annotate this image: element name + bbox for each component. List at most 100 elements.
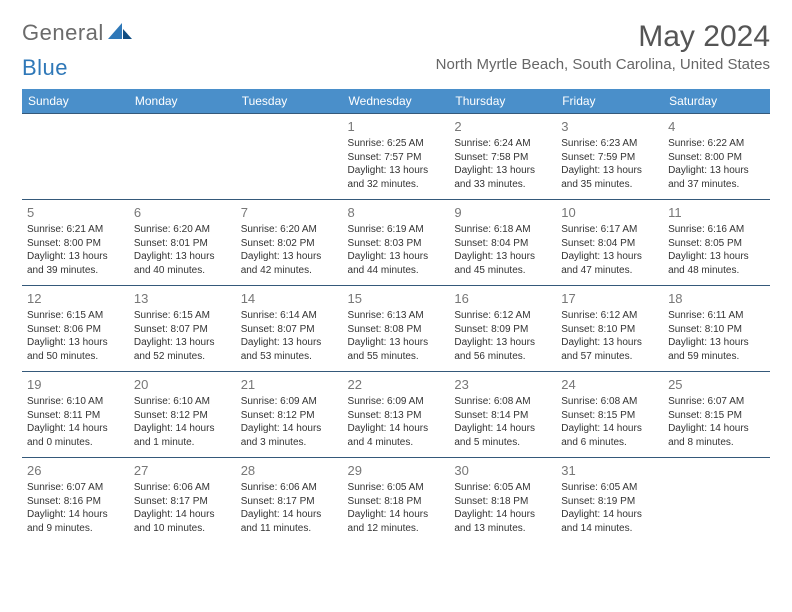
calendar-day-cell: 25Sunrise: 6:07 AMSunset: 8:15 PMDayligh… <box>663 372 770 458</box>
day-info-line: Sunrise: 6:21 AM <box>27 223 125 237</box>
day-info-line: Daylight: 13 hours <box>454 336 552 350</box>
day-info-line: and 14 minutes. <box>561 522 659 536</box>
logo-text-general: General <box>22 20 104 46</box>
day-info-line: Sunrise: 6:05 AM <box>454 481 552 495</box>
day-info-line: Sunrise: 6:15 AM <box>27 309 125 323</box>
day-info: Sunrise: 6:22 AMSunset: 8:00 PMDaylight:… <box>667 137 766 191</box>
day-number: 1 <box>347 118 446 137</box>
calendar-day-cell: 26Sunrise: 6:07 AMSunset: 8:16 PMDayligh… <box>22 458 129 544</box>
day-info: Sunrise: 6:13 AMSunset: 8:08 PMDaylight:… <box>347 309 446 363</box>
day-info-line: Daylight: 13 hours <box>668 336 766 350</box>
location: North Myrtle Beach, South Carolina, Unit… <box>436 56 770 73</box>
day-info-line: Sunset: 8:14 PM <box>454 409 552 423</box>
calendar-empty-cell <box>236 114 343 200</box>
calendar-day-cell: 19Sunrise: 6:10 AMSunset: 8:11 PMDayligh… <box>22 372 129 458</box>
day-info-line: and 8 minutes. <box>668 436 766 450</box>
day-number: 10 <box>560 204 659 223</box>
day-info-line: Sunrise: 6:20 AM <box>134 223 232 237</box>
calendar-body: 1Sunrise: 6:25 AMSunset: 7:57 PMDaylight… <box>22 114 770 544</box>
day-info: Sunrise: 6:08 AMSunset: 8:15 PMDaylight:… <box>560 395 659 449</box>
day-info: Sunrise: 6:16 AMSunset: 8:05 PMDaylight:… <box>667 223 766 277</box>
calendar-day-cell: 12Sunrise: 6:15 AMSunset: 8:06 PMDayligh… <box>22 286 129 372</box>
day-info: Sunrise: 6:21 AMSunset: 8:00 PMDaylight:… <box>26 223 125 277</box>
day-info: Sunrise: 6:08 AMSunset: 8:14 PMDaylight:… <box>453 395 552 449</box>
day-info: Sunrise: 6:12 AMSunset: 8:10 PMDaylight:… <box>560 309 659 363</box>
day-number: 12 <box>26 290 125 309</box>
day-number: 16 <box>453 290 552 309</box>
day-number: 17 <box>560 290 659 309</box>
day-number: 7 <box>240 204 339 223</box>
calendar-day-cell: 9Sunrise: 6:18 AMSunset: 8:04 PMDaylight… <box>449 200 556 286</box>
day-info-line: Sunset: 8:08 PM <box>348 323 446 337</box>
day-info-line: Sunset: 8:10 PM <box>668 323 766 337</box>
day-info-line: and 13 minutes. <box>454 522 552 536</box>
day-info-line: Daylight: 14 hours <box>561 422 659 436</box>
day-info-line: Sunrise: 6:13 AM <box>348 309 446 323</box>
day-info-line: Sunrise: 6:22 AM <box>668 137 766 151</box>
day-info-line: Daylight: 14 hours <box>241 422 339 436</box>
day-info: Sunrise: 6:20 AMSunset: 8:01 PMDaylight:… <box>133 223 232 277</box>
calendar-day-cell: 11Sunrise: 6:16 AMSunset: 8:05 PMDayligh… <box>663 200 770 286</box>
day-info-line: and 5 minutes. <box>454 436 552 450</box>
day-info: Sunrise: 6:24 AMSunset: 7:58 PMDaylight:… <box>453 137 552 191</box>
day-info-line: Sunrise: 6:08 AM <box>561 395 659 409</box>
calendar-header-row: SundayMondayTuesdayWednesdayThursdayFrid… <box>22 89 770 114</box>
day-info-line: Sunrise: 6:06 AM <box>134 481 232 495</box>
month-title: May 2024 <box>436 20 770 54</box>
day-number: 6 <box>133 204 232 223</box>
day-info-line: and 10 minutes. <box>134 522 232 536</box>
calendar-day-cell: 17Sunrise: 6:12 AMSunset: 8:10 PMDayligh… <box>556 286 663 372</box>
day-info-line: and 50 minutes. <box>27 350 125 364</box>
day-info: Sunrise: 6:11 AMSunset: 8:10 PMDaylight:… <box>667 309 766 363</box>
day-info-line: and 44 minutes. <box>348 264 446 278</box>
day-info-line: and 32 minutes. <box>348 178 446 192</box>
day-info: Sunrise: 6:17 AMSunset: 8:04 PMDaylight:… <box>560 223 659 277</box>
day-info-line: and 39 minutes. <box>27 264 125 278</box>
calendar-day-cell: 27Sunrise: 6:06 AMSunset: 8:17 PMDayligh… <box>129 458 236 544</box>
day-info-line: and 40 minutes. <box>134 264 232 278</box>
day-info-line: and 33 minutes. <box>454 178 552 192</box>
calendar-day-cell: 22Sunrise: 6:09 AMSunset: 8:13 PMDayligh… <box>343 372 450 458</box>
day-number: 15 <box>347 290 446 309</box>
day-info-line: and 56 minutes. <box>454 350 552 364</box>
weekday-header: Wednesday <box>343 89 450 114</box>
calendar-day-cell: 28Sunrise: 6:06 AMSunset: 8:17 PMDayligh… <box>236 458 343 544</box>
calendar-week-row: 1Sunrise: 6:25 AMSunset: 7:57 PMDaylight… <box>22 114 770 200</box>
day-info-line: Daylight: 14 hours <box>27 508 125 522</box>
day-info-line: Sunset: 8:01 PM <box>134 237 232 251</box>
day-info-line: Sunset: 8:07 PM <box>134 323 232 337</box>
day-info-line: Daylight: 13 hours <box>27 250 125 264</box>
day-info-line: Sunset: 7:58 PM <box>454 151 552 165</box>
calendar-table: SundayMondayTuesdayWednesdayThursdayFrid… <box>22 89 770 544</box>
day-info-line: Daylight: 14 hours <box>454 508 552 522</box>
day-info-line: Daylight: 13 hours <box>454 250 552 264</box>
calendar-day-cell: 6Sunrise: 6:20 AMSunset: 8:01 PMDaylight… <box>129 200 236 286</box>
day-info-line: Sunrise: 6:17 AM <box>561 223 659 237</box>
day-info-line: Daylight: 14 hours <box>668 422 766 436</box>
logo-sail-icon <box>108 21 134 46</box>
logo-text-blue: Blue <box>22 55 68 81</box>
day-info-line: Sunset: 8:03 PM <box>348 237 446 251</box>
day-info-line: and 0 minutes. <box>27 436 125 450</box>
day-info-line: Daylight: 13 hours <box>348 336 446 350</box>
day-info-line: Sunrise: 6:25 AM <box>348 137 446 151</box>
day-info-line: Daylight: 13 hours <box>134 336 232 350</box>
day-info-line: Sunset: 8:06 PM <box>27 323 125 337</box>
day-info-line: and 35 minutes. <box>561 178 659 192</box>
day-info-line: Sunset: 8:18 PM <box>348 495 446 509</box>
day-info-line: Daylight: 14 hours <box>454 422 552 436</box>
day-number: 14 <box>240 290 339 309</box>
day-info-line: Daylight: 14 hours <box>134 508 232 522</box>
day-number: 13 <box>133 290 232 309</box>
day-info-line: Sunset: 8:04 PM <box>454 237 552 251</box>
day-info-line: and 11 minutes. <box>241 522 339 536</box>
day-info-line: Sunset: 8:05 PM <box>668 237 766 251</box>
day-info: Sunrise: 6:25 AMSunset: 7:57 PMDaylight:… <box>347 137 446 191</box>
day-info-line: Sunset: 8:13 PM <box>348 409 446 423</box>
day-info: Sunrise: 6:09 AMSunset: 8:13 PMDaylight:… <box>347 395 446 449</box>
day-number: 3 <box>560 118 659 137</box>
day-info-line: and 47 minutes. <box>561 264 659 278</box>
day-info-line: Sunset: 8:12 PM <box>134 409 232 423</box>
day-info-line: Sunrise: 6:23 AM <box>561 137 659 151</box>
day-info-line: Daylight: 13 hours <box>668 250 766 264</box>
